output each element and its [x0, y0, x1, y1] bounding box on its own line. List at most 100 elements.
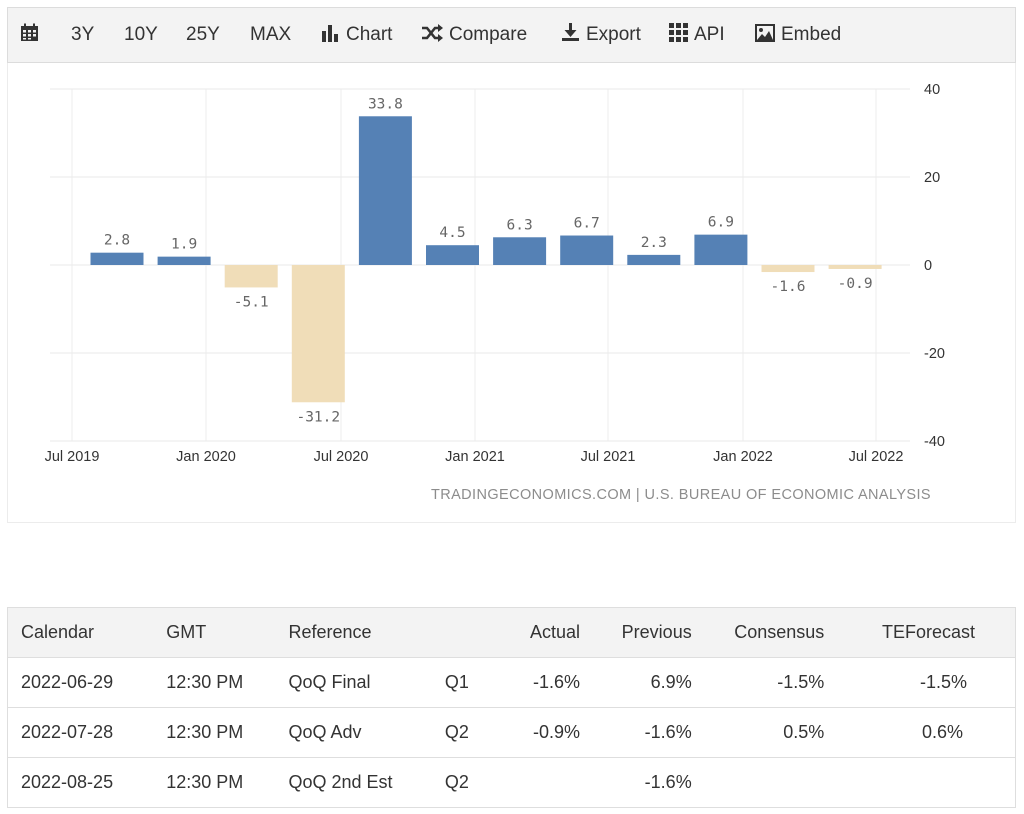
- y-tick-label: 20: [924, 170, 940, 186]
- cell-previous: -1.6%: [644, 772, 692, 792]
- x-tick-label: Jul 2021: [581, 449, 636, 465]
- cell-teforecast: [824, 758, 1015, 808]
- chart-panel: [7, 63, 1016, 523]
- chart-type-button[interactable]: Chart: [321, 8, 392, 62]
- data-label: 33.8: [368, 96, 403, 112]
- bar: [157, 256, 211, 265]
- bar: [426, 245, 479, 265]
- shuffle-icon: [422, 23, 443, 42]
- cell-actual: -0.9%: [532, 722, 581, 742]
- compare-button[interactable]: Compare: [421, 8, 527, 62]
- compare-label: Compare: [449, 24, 528, 45]
- range-25y-label: 25Y: [186, 24, 220, 45]
- cell-period: Q2: [444, 772, 469, 792]
- cell-gmt: 12:30 PM: [166, 722, 244, 742]
- bar: [694, 234, 748, 265]
- data-label: 6.9: [708, 215, 734, 231]
- gdp-bar-chart: 40 20 0 -20 -40 Jul 2019 Jan 2020 Jul 2020 Jan 2…: [45, 82, 945, 465]
- data-label: 4.5: [439, 225, 465, 241]
- range-max-button[interactable]: MAX: [250, 8, 291, 62]
- cell-period: Q1: [444, 672, 469, 692]
- cell-actual: [496, 758, 580, 808]
- header-teforecast: TEForecast: [881, 622, 975, 642]
- table-header-row: Calendar GMT Reference Actual Previous C…: [7, 607, 1016, 658]
- data-label: 2.3: [641, 235, 667, 251]
- data-label: -31.2: [296, 409, 340, 425]
- data-label: 2.8: [104, 233, 130, 249]
- api-label: API: [694, 24, 725, 45]
- grid-icon: [669, 23, 688, 43]
- x-tick-label: Jan 2020: [176, 449, 236, 465]
- export-label: Export: [586, 24, 641, 45]
- cell-consensus: [692, 758, 825, 808]
- cell-reference: QoQ 2nd Est: [288, 772, 393, 792]
- header-period: [445, 608, 497, 658]
- embed-button[interactable]: Embed: [755, 8, 841, 62]
- bar: [560, 235, 614, 265]
- data-label: 1.9: [171, 237, 197, 253]
- api-button[interactable]: API: [669, 8, 725, 62]
- cell-calendar: 2022-08-25: [21, 772, 114, 792]
- cell-previous: 6.9%: [650, 672, 692, 692]
- y-tick-label: -40: [924, 434, 945, 450]
- data-label: 6.7: [574, 216, 600, 232]
- cell-teforecast: -1.5%: [919, 672, 967, 692]
- calendar-table: Calendar GMT Reference Actual Previous C…: [7, 607, 1016, 808]
- cell-actual: -1.6%: [532, 672, 581, 692]
- range-3y-label: 3Y: [71, 24, 95, 45]
- cell-calendar: 2022-06-29: [21, 672, 114, 692]
- x-tick-label: Jan 2021: [445, 449, 505, 465]
- download-icon: [562, 23, 579, 42]
- embed-label: Embed: [781, 24, 842, 45]
- table-row: 2022-08-25 12:30 PM QoQ 2nd Est Q2 -1.6%: [7, 757, 1016, 808]
- cell-teforecast: 0.6%: [921, 722, 963, 742]
- header-previous: Previous: [621, 622, 692, 642]
- x-tick-label: Jul 2019: [45, 449, 100, 465]
- range-3y-button[interactable]: 3Y: [71, 8, 94, 62]
- cell-reference: QoQ Adv: [288, 722, 362, 742]
- data-label: -5.1: [234, 294, 269, 310]
- cell-reference: QoQ Final: [288, 672, 371, 692]
- y-tick-label: 40: [924, 82, 940, 98]
- chart-type-label: Chart: [346, 24, 393, 45]
- cell-period: Q2: [444, 722, 469, 742]
- bar: [291, 265, 345, 403]
- y-tick-label: -20: [924, 346, 945, 362]
- header-gmt: GMT: [166, 622, 207, 642]
- x-tick-label: Jul 2020: [314, 449, 369, 465]
- bar: [358, 116, 412, 265]
- export-button[interactable]: Export: [561, 8, 641, 62]
- header-actual: Actual: [529, 622, 581, 642]
- data-label: 6.3: [506, 217, 532, 233]
- cell-calendar: 2022-07-28: [21, 722, 114, 742]
- table-row: 2022-06-29 12:30 PM QoQ Final Q1 -1.6% 6…: [7, 657, 1016, 708]
- bar: [90, 252, 144, 265]
- data-label: -1.6: [771, 279, 806, 295]
- range-max-label: MAX: [250, 24, 292, 45]
- bar-chart-icon: [322, 25, 338, 43]
- cell-gmt: 12:30 PM: [166, 772, 244, 792]
- cell-previous: -1.6%: [644, 722, 692, 742]
- header-consensus: Consensus: [734, 622, 825, 642]
- data-label: -0.9: [838, 276, 873, 292]
- cell-consensus: -1.5%: [777, 672, 825, 692]
- calendar-icon: [21, 23, 38, 42]
- cell-gmt: 12:30 PM: [166, 672, 244, 692]
- chart-source: TRADINGECONOMICS.COM | U.S. BUREAU OF EC…: [430, 487, 931, 503]
- bar: [627, 254, 681, 265]
- bar: [224, 265, 278, 288]
- bar: [761, 265, 815, 273]
- header-calendar: Calendar: [21, 622, 95, 642]
- range-10y-label: 10Y: [124, 24, 158, 45]
- bar: [828, 265, 882, 269]
- x-tick-label: Jan 2022: [713, 449, 773, 465]
- calendar-button[interactable]: [20, 8, 45, 62]
- image-icon: [755, 23, 775, 42]
- table-row: 2022-07-28 12:30 PM QoQ Adv Q2 -0.9% -1.…: [7, 707, 1016, 758]
- range-25y-button[interactable]: 25Y: [186, 8, 220, 62]
- cell-consensus: 0.5%: [783, 722, 825, 742]
- range-10y-button[interactable]: 10Y: [124, 8, 158, 62]
- x-tick-label: Jul 2022: [849, 449, 904, 465]
- bar: [493, 237, 547, 265]
- header-reference: Reference: [288, 622, 372, 642]
